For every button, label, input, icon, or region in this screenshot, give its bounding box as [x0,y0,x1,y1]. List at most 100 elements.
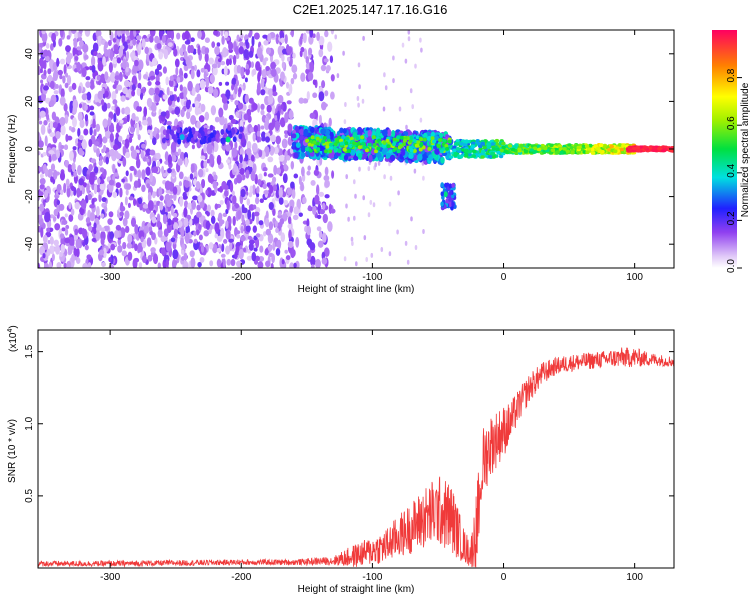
noise-cell [183,217,189,227]
noise-cell [115,106,121,117]
noise-cell [316,184,320,196]
noise-cell [102,56,106,66]
noise-cell [60,88,65,99]
noise-cell [208,242,214,250]
noise-cell [91,198,95,205]
noise-cell [262,231,267,237]
signal-cell [300,152,306,158]
signal-cell [332,145,337,150]
noise-cell [213,30,219,36]
noise-cell [358,84,361,90]
noise-cell [64,228,69,236]
noise-cell [200,155,206,160]
signal-cell [402,138,407,143]
noise-cell [190,69,195,80]
noise-cell [97,35,102,47]
noise-cell [277,45,283,56]
noise-cell [142,156,148,162]
noise-cell [74,228,79,236]
noise-cell [405,124,408,130]
noise-cell [217,58,222,63]
x-tick-label: -200 [231,272,251,283]
noise-cell [211,63,218,69]
noise-cell [59,171,66,181]
noise-cell [173,222,179,231]
noise-cell [78,135,84,141]
noise-cell [275,135,281,145]
noise-cell [54,84,59,89]
signal-cell [313,145,318,149]
noise-cell [409,88,413,94]
noise-cell [184,233,190,244]
x-tick-label: 100 [626,572,643,583]
noise-cell [93,141,100,146]
signal-cell [494,138,500,143]
noise-cell [190,37,195,43]
noise-cell [100,213,105,219]
signal-cell [191,127,196,134]
noise-cell [108,62,113,73]
noise-cell [223,101,229,111]
noise-cell [268,88,273,97]
noise-cell [243,113,249,121]
noise-cell [180,249,185,255]
signal-cell [595,146,601,151]
noise-cell [133,30,137,38]
noise-cell [370,252,374,258]
noise-cell [101,197,107,203]
noise-cell [100,227,106,232]
noise-cell [313,169,320,176]
noise-cell [40,59,45,69]
noise-cell [216,247,222,253]
noise-cell [65,55,72,65]
noise-cell [95,206,100,217]
noise-cell [209,260,214,267]
noise-cell [100,73,106,83]
signal-cell [293,152,299,159]
signal-cell [421,145,426,150]
noise-cell [255,214,260,225]
signal-cell [353,155,359,161]
signal-cell [565,149,570,154]
signal-cell [381,129,388,137]
noise-cell [157,229,163,238]
signal-cell [440,191,445,197]
noise-cell [383,174,386,180]
noise-cell [122,217,128,227]
noise-cell [351,241,354,246]
noise-cell [121,250,127,257]
noise-cell [306,170,311,176]
signal-cell [202,138,207,145]
signal-cell [307,142,312,147]
y-tick-label: 1.0 [24,416,35,430]
noise-cell [316,31,320,41]
noise-cell [74,201,80,210]
noise-cell [118,46,124,58]
noise-cell [119,211,124,217]
noise-cell [147,200,154,211]
noise-cell [60,243,65,254]
noise-cell [184,180,190,188]
signal-cell [549,143,554,148]
signal-cell [422,132,428,140]
noise-cell [141,255,147,263]
noise-cell [40,227,44,238]
noise-cell [64,213,68,218]
signal-cell [491,147,496,151]
noise-cell [86,174,90,180]
noise-cell [220,227,225,239]
noise-cell [299,35,303,45]
signal-cell [357,152,363,159]
noise-cell [89,171,96,179]
noise-cell [245,63,249,70]
noise-cell [102,118,108,128]
signal-cell [375,127,381,136]
signal-cell [416,140,421,145]
noise-cell [236,234,241,239]
noise-cell [323,247,330,258]
noise-cell [310,179,316,186]
noise-cell [56,57,60,68]
noise-cell [153,253,158,265]
noise-cell [164,151,169,162]
noise-cell [122,87,129,95]
